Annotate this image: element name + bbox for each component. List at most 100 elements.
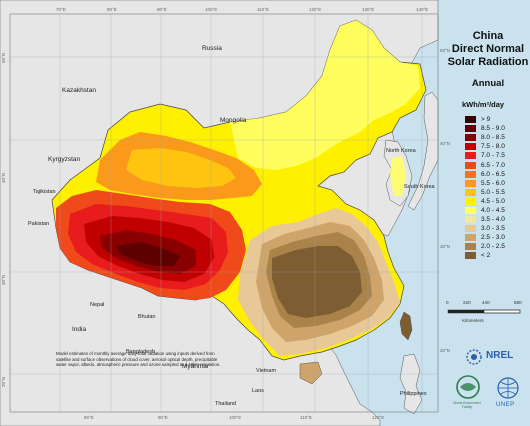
taiwan [399, 311, 413, 341]
legend-swatch [465, 116, 476, 124]
legend-label: 3.5 - 4.0 [481, 216, 505, 224]
legend-item: < 2 [465, 251, 505, 260]
lon-label: 90°E [158, 415, 168, 420]
lon-label: 120°E [372, 415, 384, 420]
map-title-line: Direct Normal [451, 43, 525, 55]
legend-item: 2.0 - 2.5 [465, 242, 505, 251]
legend-swatch [465, 225, 476, 233]
legend-item: 3.0 - 3.5 [465, 224, 505, 233]
lon-label: 120°E [309, 7, 321, 12]
lon-label: 110°E [257, 7, 269, 12]
country-label-bangladesh: Bangladesh [126, 349, 155, 355]
lat-label: 20°N [1, 377, 6, 387]
zone-below-2 [272, 246, 362, 318]
korea-radiation [390, 156, 406, 196]
scale-tick: 0 [446, 300, 449, 305]
legend-swatch [465, 134, 476, 142]
legend-swatch [465, 170, 476, 178]
legend-item: 4.5 - 5.0 [465, 197, 505, 206]
legend-label: 8.0 - 8.5 [481, 134, 505, 142]
legend-swatch [465, 197, 476, 205]
legend-swatch [465, 179, 476, 187]
longitude-labels-bottom: 80°E 90°E 100°E 110°E 120°E [84, 415, 384, 420]
legend-swatch [465, 243, 476, 251]
lon-label: 110°E [300, 415, 312, 420]
scale-bar [447, 309, 521, 314]
country-label-pakistan: Pakistan [28, 221, 49, 227]
legend-swatch [465, 216, 476, 224]
legend-swatch [465, 125, 476, 133]
country-label-kyrgyzstan: Kyrgyzstan [48, 156, 81, 163]
country-labels: Russia Kazakhstan Mongolia Kyrgyzstan Ta… [28, 45, 436, 407]
country-label-russia: Russia [202, 45, 222, 52]
zone-8p5-9 [116, 242, 180, 266]
country-label-laos: Laos [252, 388, 264, 394]
legend-swatch [465, 152, 476, 160]
lon-label: 70°E [56, 7, 66, 12]
latitude-labels-right: 50°N 40°N 30°N 20°N [440, 48, 450, 353]
legend-swatch [465, 143, 476, 151]
legend-swatch [465, 188, 476, 196]
country-label-thailand: Thailand [215, 401, 236, 407]
legend-item: 7.5 - 8.0 [465, 142, 505, 151]
map-frame [9, 13, 439, 413]
map-title: China Direct Normal Solar Radiation [446, 30, 530, 69]
scale-tick: 880 [514, 300, 522, 305]
methodology-note: Model estimates of monthly average daily… [56, 351, 221, 368]
legend-item: 6.0 - 6.5 [465, 170, 505, 179]
zone-5-5p5 [126, 148, 236, 188]
legend-swatch [465, 252, 476, 260]
legend-item: 5.0 - 5.5 [465, 188, 505, 197]
lat-label: 30°N [440, 244, 450, 249]
lon-label: 90°E [157, 7, 167, 12]
legend-label: 6.5 - 7.0 [481, 161, 505, 169]
lon-label: 140°E [416, 7, 428, 12]
scale-unit: Kilometers [462, 318, 484, 323]
legend-label: 2.5 - 3.0 [481, 234, 505, 242]
legend-label: 5.5 - 6.0 [481, 179, 505, 187]
country-label-nepal: Nepal [90, 302, 104, 308]
lat-label: 20°N [440, 348, 450, 353]
country-label-vietnam: Vietnam [256, 368, 276, 374]
legend-label: 6.0 - 6.5 [481, 170, 505, 178]
legend-swatch [465, 206, 476, 214]
legend-label: 7.0 - 7.5 [481, 152, 505, 160]
latitude-labels-left: 50°N 40°N 30°N 20°N [1, 53, 6, 387]
longitude-labels-top: 70°E 80°E 90°E 100°E 110°E 120°E 130°E 1… [56, 7, 428, 12]
country-label-tajikistan: Tajikistan [33, 189, 56, 195]
legend-label: 3.0 - 3.5 [481, 225, 505, 233]
legend-label: 8.5 - 9.0 [481, 125, 505, 133]
legend-item: > 9 [465, 115, 505, 124]
lat-label: 50°N [1, 53, 6, 63]
zone-4-4p5 [230, 20, 420, 170]
legend-item: 7.0 - 7.5 [465, 151, 505, 160]
lon-label: 80°E [84, 415, 94, 420]
legend-label: 5.0 - 5.5 [481, 188, 505, 196]
legend-label: 4.0 - 4.5 [481, 206, 505, 214]
legend-label: < 2 [481, 252, 491, 260]
lat-label: 30°N [1, 275, 6, 285]
legend-label: > 9 [481, 116, 491, 124]
lon-label: 100°E [229, 415, 241, 420]
unep-logo-icon [497, 377, 519, 399]
lon-label: 130°E [362, 7, 374, 12]
legend-item: 6.5 - 7.0 [465, 160, 505, 169]
legend-label: 4.5 - 5.0 [481, 197, 505, 205]
country-label-india: India [72, 326, 86, 333]
map-title-line: China [472, 30, 504, 42]
lat-label: 50°N [440, 48, 450, 53]
country-label-myanmar: Myanmar [182, 363, 210, 370]
lat-label: 40°N [1, 173, 6, 183]
lat-label: 40°N [440, 141, 450, 146]
unep-logo-text: UNEP [496, 402, 515, 408]
lon-label: 80°E [107, 7, 117, 12]
country-label-south-korea: South Korea [404, 184, 436, 190]
legend-label: 7.5 - 8.0 [481, 143, 505, 151]
legend-item: 8.5 - 9.0 [465, 124, 505, 133]
country-label-philippines: Philippines [400, 391, 427, 397]
legend-item: 3.5 - 4.0 [465, 215, 505, 224]
legend-swatch [465, 234, 476, 242]
graticule [10, 14, 438, 412]
scale-tick: 440 [482, 300, 490, 305]
